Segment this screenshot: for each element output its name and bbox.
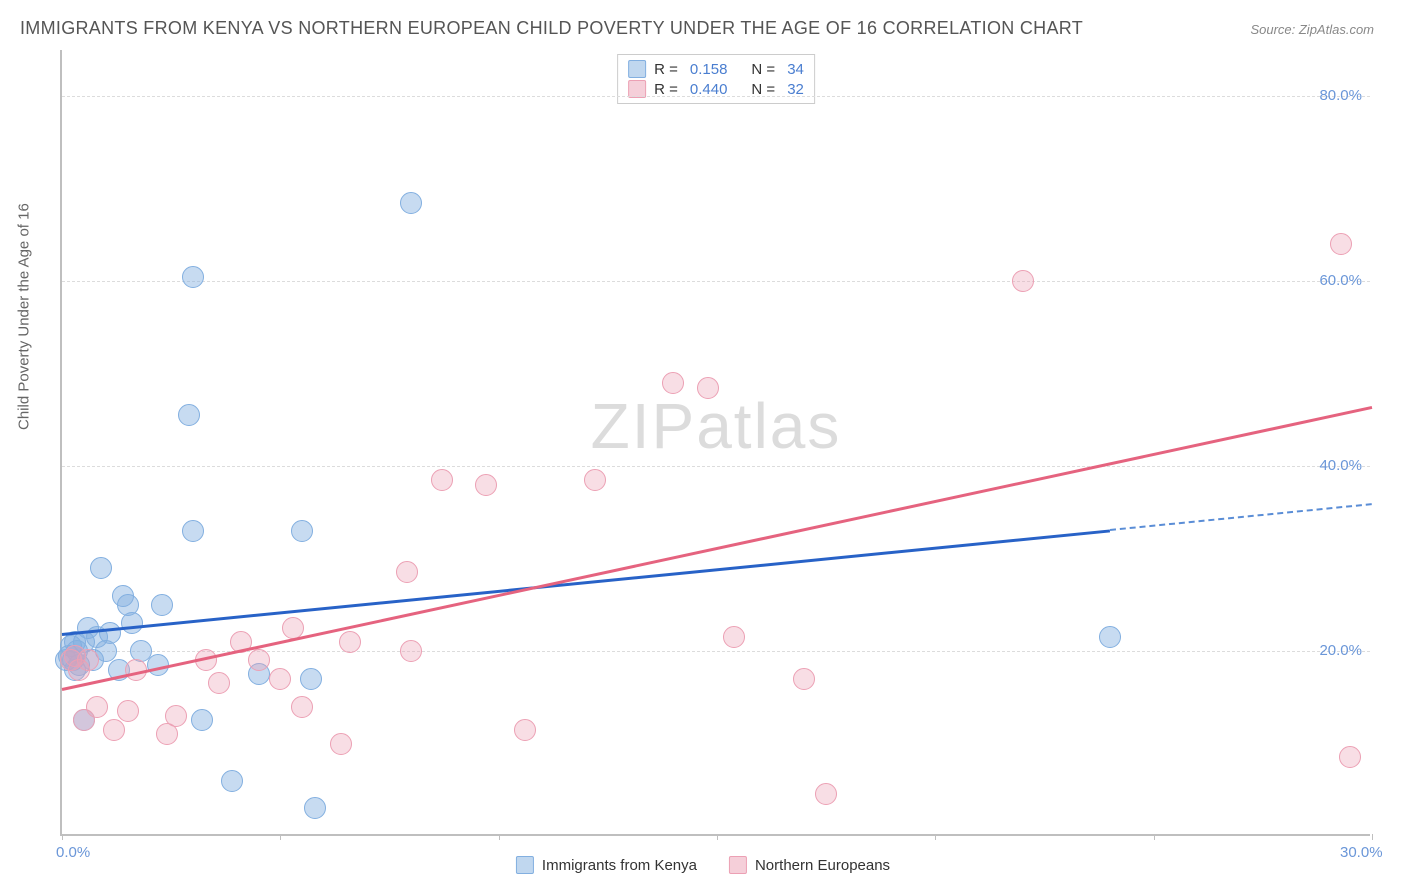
gridline	[62, 281, 1370, 282]
data-point	[165, 705, 187, 727]
data-point	[103, 719, 125, 741]
x-tick	[1372, 834, 1373, 840]
r-value-pink: 0.440	[690, 81, 728, 98]
data-point	[584, 469, 606, 491]
legend-item: Northern Europeans	[729, 856, 890, 874]
data-point	[1339, 746, 1361, 768]
legend-swatch	[516, 856, 534, 874]
trend-line	[62, 406, 1373, 691]
data-point	[77, 649, 99, 671]
gridline	[62, 96, 1370, 97]
trend-line	[62, 529, 1110, 636]
legend-swatch	[729, 856, 747, 874]
trend-line	[1110, 503, 1372, 531]
r-label: R =	[654, 81, 678, 98]
data-point	[723, 626, 745, 648]
n-value-blue: 34	[787, 61, 804, 78]
data-point	[86, 696, 108, 718]
legend-label: Northern Europeans	[755, 857, 890, 874]
y-axis-title: Child Poverty Under the Age of 16	[16, 203, 33, 430]
watermark-text: ZIPatlas	[591, 389, 842, 463]
data-point	[269, 668, 291, 690]
data-point	[182, 266, 204, 288]
x-tick	[499, 834, 500, 840]
gridline	[62, 466, 1370, 467]
data-point	[475, 474, 497, 496]
x-tick-label: 30.0%	[1340, 844, 1383, 861]
data-point	[99, 622, 121, 644]
legend-label: Immigrants from Kenya	[542, 857, 697, 874]
x-tick	[280, 834, 281, 840]
x-tick-label: 0.0%	[56, 844, 90, 861]
data-point	[221, 770, 243, 792]
data-point	[330, 733, 352, 755]
data-point	[697, 377, 719, 399]
data-point	[178, 404, 200, 426]
data-point	[248, 649, 270, 671]
y-tick-label: 40.0%	[1319, 457, 1362, 474]
y-tick-label: 60.0%	[1319, 272, 1362, 289]
data-point	[400, 640, 422, 662]
y-tick-label: 80.0%	[1319, 87, 1362, 104]
x-tick	[935, 834, 936, 840]
swatch-blue	[628, 60, 646, 78]
n-value-pink: 32	[787, 81, 804, 98]
data-point	[90, 557, 112, 579]
data-point	[400, 192, 422, 214]
data-point	[291, 520, 313, 542]
x-tick	[717, 834, 718, 840]
data-point	[339, 631, 361, 653]
data-point	[208, 672, 230, 694]
r-label: R =	[654, 61, 678, 78]
n-label: N =	[751, 61, 775, 78]
data-point	[117, 700, 139, 722]
data-point	[793, 668, 815, 690]
data-point	[1012, 270, 1034, 292]
data-point	[304, 797, 326, 819]
data-point	[151, 594, 173, 616]
series-legend: Immigrants from Kenya Northern Europeans	[516, 856, 890, 874]
source-attribution: Source: ZipAtlas.com	[1250, 22, 1374, 37]
x-tick	[62, 834, 63, 840]
legend-row-blue: R = 0.158 N = 34	[628, 59, 804, 79]
legend-item: Immigrants from Kenya	[516, 856, 697, 874]
data-point	[1330, 233, 1352, 255]
chart-title: IMMIGRANTS FROM KENYA VS NORTHERN EUROPE…	[20, 18, 1083, 39]
data-point	[662, 372, 684, 394]
data-point	[182, 520, 204, 542]
data-point	[121, 612, 143, 634]
plot-area: ZIPatlas R = 0.158 N = 34 R = 0.440 N = …	[60, 50, 1370, 836]
data-point	[300, 668, 322, 690]
x-tick	[1154, 834, 1155, 840]
data-point	[191, 709, 213, 731]
r-value-blue: 0.158	[690, 61, 728, 78]
data-point	[1099, 626, 1121, 648]
data-point	[431, 469, 453, 491]
data-point	[291, 696, 313, 718]
y-tick-label: 20.0%	[1319, 642, 1362, 659]
data-point	[514, 719, 536, 741]
data-point	[815, 783, 837, 805]
data-point	[396, 561, 418, 583]
n-label: N =	[751, 81, 775, 98]
